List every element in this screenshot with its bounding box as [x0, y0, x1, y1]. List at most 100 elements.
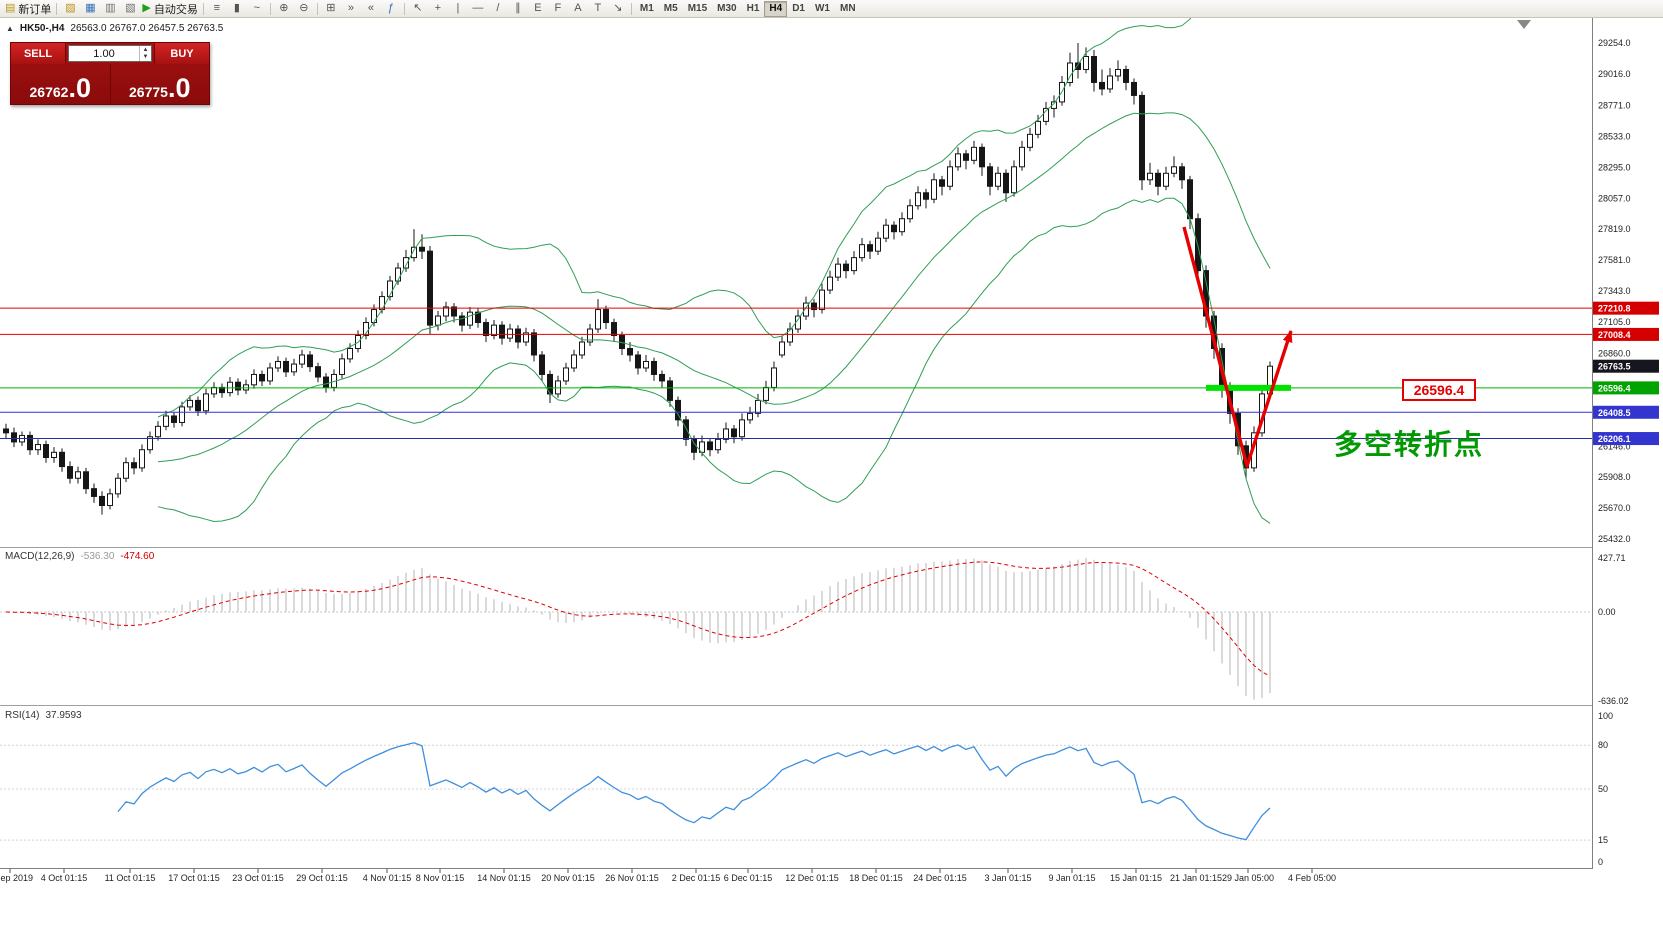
line-chart-icon[interactable]: ~ [247, 1, 267, 16]
text-icon: A [574, 2, 582, 14]
svg-text:15 Jan 01:15: 15 Jan 01:15 [1110, 873, 1162, 883]
svg-text:2 Dec 01:15: 2 Dec 01:15 [672, 873, 721, 883]
chart-caption: ▲ HK50-,H4 26563.0 26767.0 26457.5 26763… [6, 23, 223, 34]
svg-text:26763.5: 26763.5 [1598, 362, 1631, 372]
svg-text:25432.0: 25432.0 [1598, 534, 1631, 544]
equidistant-channel-icon[interactable]: E [528, 1, 548, 16]
svg-text:11 Oct 01:15: 11 Oct 01:15 [105, 873, 156, 883]
crosshair-icon[interactable]: + [428, 1, 448, 16]
horizontal-line-icon: — [472, 2, 484, 14]
buy-price-button[interactable]: 26775 .0 [111, 64, 210, 104]
bollinger-middle-band [157, 112, 1271, 463]
macd-value-signal: -474.60 [120, 551, 155, 562]
market-watch-icon: ▥ [105, 2, 116, 14]
volume-stepper[interactable]: 1.00 ▲ ▼ [68, 45, 152, 62]
svg-text:-636.02: -636.02 [1598, 696, 1629, 706]
auto-scroll-icon[interactable]: » [341, 1, 361, 16]
tile-windows-icon: ⊞ [326, 2, 336, 14]
zoom-in-icon[interactable]: ⊕ [274, 1, 294, 16]
svg-text:28295.0: 28295.0 [1598, 162, 1631, 172]
svg-text:8 Nov 01:15: 8 Nov 01:15 [416, 873, 465, 883]
timeframe-mn-button[interactable]: MN [839, 3, 856, 14]
sell-price-button[interactable]: 26762 .0 [11, 64, 111, 104]
profiles-icon[interactable]: ▦ [80, 1, 100, 16]
rsi-pane[interactable] [0, 742, 1592, 841]
candles-layer [3, 43, 1273, 515]
timeframe-d1-button[interactable]: D1 [792, 3, 805, 14]
toolbar-separator [202, 2, 204, 15]
svg-text:24 Dec 01:15: 24 Dec 01:15 [913, 873, 967, 883]
auto-trading-label: 自动交易 [153, 3, 198, 16]
volume-up-icon[interactable]: ▲ [142, 46, 149, 53]
chart-shift-icon: « [367, 2, 374, 14]
svg-text:4 Feb 05:00: 4 Feb 05:00 [1288, 873, 1336, 883]
trendline-icon[interactable]: / [488, 1, 508, 16]
sell-price-main: 26762 [29, 84, 69, 100]
timeframe-w1-button[interactable]: W1 [814, 3, 830, 14]
bar-chart-icon[interactable]: ≡ [207, 1, 227, 16]
rsi-indicator-label: RSI(14) 37.9593 [5, 710, 82, 721]
navigator-icon[interactable]: ▧ [120, 1, 140, 16]
toolbar-separator [403, 2, 405, 15]
vertical-line-icon[interactable]: | [448, 1, 468, 16]
timeframe-m5-button[interactable]: M5 [663, 3, 678, 14]
svg-text:80: 80 [1598, 740, 1608, 750]
price-badge-26763.5 [1593, 359, 1659, 373]
time-axis[interactable]: 7 Sep 2019 4 Oct 01:15 11 Oct 01:15 17 Oct … [0, 869, 1336, 883]
tile-windows-icon[interactable]: ⊞ [321, 1, 341, 16]
rsi-line [117, 742, 1271, 841]
v-reversal-arrow[interactable] [1182, 226, 1293, 468]
macd-title: MACD(12,26,9) [5, 551, 75, 562]
pivot-price-label[interactable]: 26596.4 [1402, 379, 1476, 401]
volume-down-icon[interactable]: ▼ [142, 54, 149, 61]
crosshair-icon: + [434, 2, 442, 14]
pivot-annotation-text[interactable]: 多空转折点 [1334, 429, 1485, 460]
chart-shift-icon[interactable]: « [361, 1, 381, 16]
svg-text:4 Oct 01:15: 4 Oct 01:15 [41, 873, 88, 883]
auto-trading-button[interactable]: ▶ 自动交易 [140, 1, 199, 16]
svg-text:18 Dec 01:15: 18 Dec 01:15 [849, 873, 903, 883]
macd-indicator-label: MACD(12,26,9) -536.30 -474.60 [5, 551, 154, 562]
candlestick-chart-icon[interactable]: ▮ [227, 1, 247, 16]
chart-shift-marker[interactable] [1517, 20, 1531, 29]
svg-text:100: 100 [1598, 711, 1613, 721]
timeframe-m15-button[interactable]: M15 [687, 3, 708, 14]
cursor-icon[interactable]: ↖ [408, 1, 428, 16]
new-order-button[interactable]: ▤ 新订单 [3, 1, 53, 16]
volume-value[interactable]: 1.00 [93, 47, 115, 60]
buy-button[interactable]: BUY [154, 43, 209, 64]
svg-text:427.71: 427.71 [1598, 553, 1626, 563]
channel-icon[interactable]: ∥ [508, 1, 528, 16]
sell-button[interactable]: SELL [11, 43, 66, 64]
timeframe-m1-button[interactable]: M1 [639, 3, 654, 14]
arrows-icon[interactable]: ↘ [608, 1, 628, 16]
one-click-trading-panel: SELL 1.00 ▲ ▼ BUY 26762 .0 26775 .0 [10, 42, 210, 105]
alerts-icon[interactable]: ▨ [60, 1, 80, 16]
timeframe-m30-button[interactable]: M30 [717, 3, 737, 14]
label-icon[interactable]: T [588, 1, 608, 16]
market-watch-icon[interactable]: ▥ [100, 1, 120, 16]
timeframe-h1-button[interactable]: H1 [746, 3, 760, 14]
macd-pane[interactable] [0, 558, 1592, 700]
price-axis[interactable]: 29254.0 29016.0 28771.0 28533.0 28295.0 28057… [1593, 18, 1663, 945]
svg-text:50: 50 [1598, 784, 1608, 794]
indicators-icon: ƒ [387, 2, 394, 14]
svg-text:26408.5: 26408.5 [1598, 408, 1631, 418]
fibonacci-icon[interactable]: F [548, 1, 568, 16]
timeframe-h4-button[interactable]: H4 [764, 0, 788, 17]
buy-price-main: 26775 [129, 84, 168, 100]
bar-chart-icon: ≡ [213, 2, 221, 14]
zoom-in-icon: ⊕ [279, 2, 289, 14]
text-icon[interactable]: A [568, 1, 588, 16]
svg-text:27343.0: 27343.0 [1598, 286, 1631, 296]
navigator-icon: ▧ [125, 2, 136, 14]
indicators-icon[interactable]: ƒ [381, 1, 401, 16]
horizontal-line-icon[interactable]: — [468, 1, 488, 16]
svg-text:12 Dec 01:15: 12 Dec 01:15 [785, 873, 839, 883]
channel-icon: ∥ [515, 2, 521, 14]
macd-signal-line [5, 561, 1271, 677]
rsi-title: RSI(14) [5, 710, 40, 721]
svg-text:25670.0: 25670.0 [1598, 503, 1631, 513]
zoom-out-icon[interactable]: ⊖ [294, 1, 314, 16]
